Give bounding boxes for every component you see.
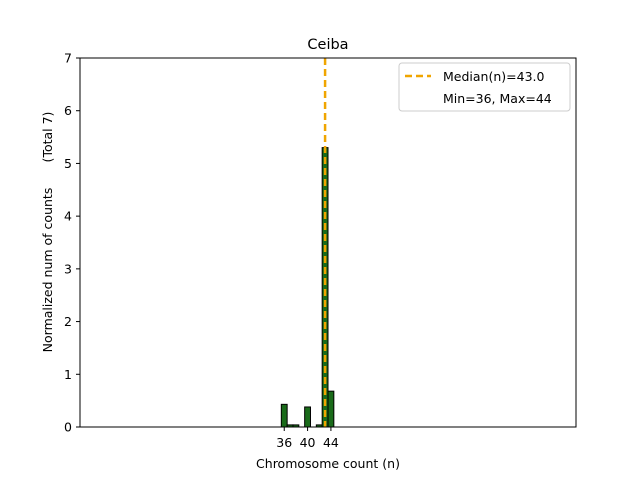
bar-n-44 [327,390,335,428]
x-axis-label: Chromosome count (n) [256,456,400,471]
y-tick-label: 1 [64,367,72,382]
y-axis-ticks: 0 1 2 3 4 5 6 7 [64,51,80,435]
bar-n-36 [280,403,288,428]
legend-minmax-label: Min=36, Max=44 [443,91,552,106]
y-tick-label: 4 [64,209,72,224]
legend-box [398,62,571,112]
y-tick-label: 2 [64,314,72,329]
y-tick-label: 6 [64,103,72,118]
bar-n-40 [304,406,311,428]
y-axis-total-note: (Total 7) [40,112,55,163]
bar-n-43 [321,147,329,428]
x-tick-label: 36 [276,435,292,450]
x-tick-label: 44 [323,435,339,450]
legend: Median(n)=43.0 Min=36, Max=44 [398,62,571,112]
legend-median-label: Median(n)=43.0 [443,69,544,84]
x-tick-label: 40 [300,435,316,450]
y-tick-label: 7 [64,51,72,66]
y-tick-label: 5 [64,156,72,171]
x-axis-ticks: 36 40 44 [276,427,339,450]
chart-title: Ceiba [307,37,348,53]
y-tick-label: 3 [64,261,72,276]
bars-group [280,147,335,428]
plot-frame [79,57,577,428]
y-axis-label: Normalized num of counts [40,188,55,353]
y-tick-label: 0 [64,420,72,435]
